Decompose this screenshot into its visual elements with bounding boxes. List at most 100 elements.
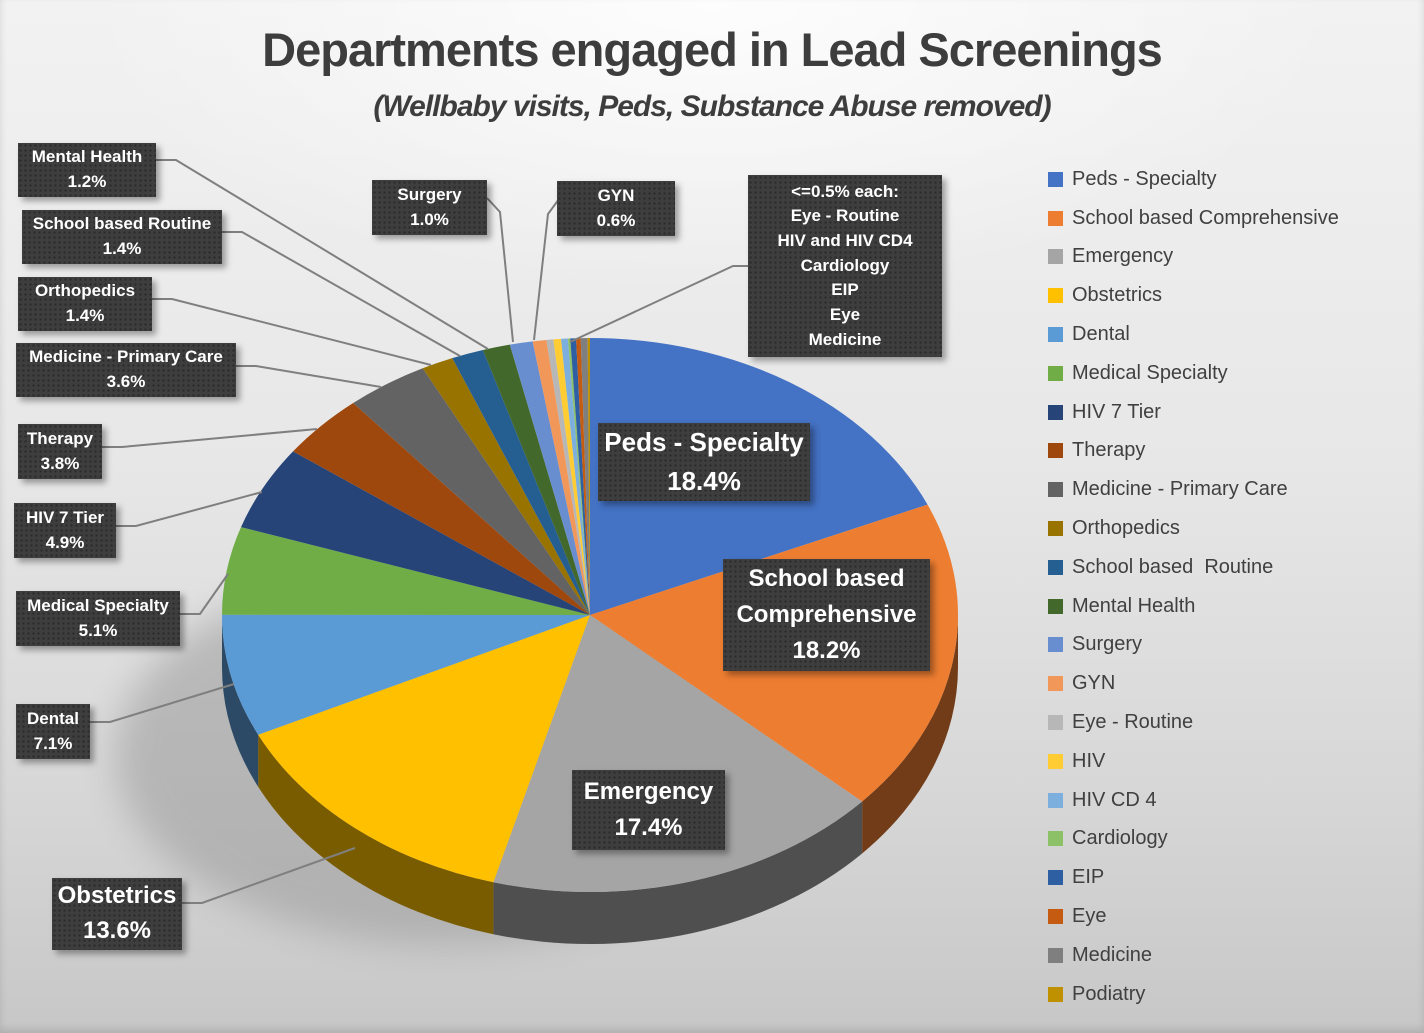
label-percent: 7.1%: [33, 733, 73, 753]
leader-line-therapy: [102, 428, 318, 448]
callout-gyn: GYN 0.6%: [557, 181, 675, 236]
legend-label: Podiatry: [1072, 982, 1146, 1005]
legend-label: School based Comprehensive: [1072, 206, 1339, 229]
slice-medicine: [580, 338, 590, 615]
legend-item-peds-specialty: Peds - Specialty: [1048, 160, 1408, 199]
label-text: Dental: [27, 708, 79, 728]
legend-item-orthopedics: Orthopedics: [1048, 509, 1408, 548]
label-text: Mental Health: [31, 147, 143, 167]
slice-school-based-routine: [452, 349, 590, 615]
callout-grouped-small-slices: <=0.5% each: Eye - Routine HIV and HIV CD4…: [748, 175, 942, 357]
label-percent: 3.6%: [106, 372, 146, 391]
legend-item-hiv-7-tier: HIV 7 Tier: [1048, 393, 1408, 432]
label-text: GYN: [597, 185, 635, 205]
slice-hiv: [553, 338, 590, 615]
callout-dental: Dental 7.1%: [16, 704, 90, 759]
label-percent: 4.9%: [45, 532, 85, 552]
legend-label: Surgery: [1072, 633, 1143, 656]
slice-surgery: [509, 341, 590, 615]
callout-orthopedics: Orthopedics 1.4%: [18, 277, 152, 331]
emergency-swatch-icon: [1048, 249, 1063, 265]
leader-line-grouped-small-slices: [569, 265, 748, 343]
legend-label: Orthopedics: [1072, 517, 1180, 540]
legend-item-gyn: GYN: [1048, 664, 1408, 703]
callout-medical-specialty: Medical Specialty 5.1%: [16, 591, 180, 646]
slice-hiv-cd-4: [561, 338, 590, 615]
grouped-callout-item: Medicine: [808, 329, 882, 349]
legend-label: Therapy: [1072, 439, 1146, 462]
callout-surgery: Surgery 1.0%: [372, 180, 487, 235]
chart-title: Departments engaged in Lead Screenings: [262, 23, 1163, 76]
label-text: School based Routine: [32, 214, 212, 234]
legend-label: Medical Specialty: [1072, 361, 1228, 384]
label-text: Medicine - Primary Care: [29, 347, 223, 367]
label-text: Therapy: [26, 428, 94, 448]
chart-legend: Peds - Specialty School based Comprehensi…: [1048, 160, 1408, 1014]
slice-eip: [570, 338, 590, 615]
label-percent: 5.1%: [78, 620, 118, 640]
legend-item-eye-routine: Eye - Routine: [1048, 703, 1408, 742]
slice-therapy: [293, 402, 590, 615]
label-text: Obstetrics: [57, 882, 177, 910]
legend-item-hiv: HIV: [1048, 742, 1408, 781]
data-label-school-based-comprehensive: School based Comprehensive 18.2%: [723, 559, 930, 671]
legend-label: Eye - Routine: [1072, 711, 1194, 734]
label-percent: 18.4%: [667, 466, 741, 496]
leader-line-gyn: [533, 198, 560, 341]
grouped-callout-item: Cardiology: [800, 255, 890, 275]
slice-medicine-primary-care: [353, 368, 590, 615]
legend-label: School based Routine: [1072, 555, 1274, 578]
label-text: HIV 7 Tier: [25, 507, 105, 527]
hiv-cd-4-swatch-icon: [1048, 792, 1063, 808]
legend-item-cardiology: Cardiology: [1048, 820, 1408, 859]
grouped-callout-item: HIV and HIV CD4: [777, 231, 913, 251]
legend-item-medical-specialty: Medical Specialty: [1048, 354, 1408, 393]
label-text: Surgery: [397, 184, 462, 204]
leader-line-medicine-primary-care: [236, 365, 382, 388]
legend-item-school-based-comprehensive: School based Comprehensive: [1048, 199, 1408, 238]
podiatry-swatch-icon: [1048, 986, 1063, 1002]
legend-label: Medicine - Primary Care: [1072, 478, 1288, 501]
callout-therapy: Therapy 3.8%: [18, 424, 102, 479]
grouped-callout-item: Eye - Routine: [790, 206, 900, 226]
slice-eye: [576, 338, 590, 615]
legend-label: HIV: [1072, 749, 1106, 772]
label-percent: 18.2%: [792, 637, 861, 664]
legend-item-obstetrics: Obstetrics: [1048, 276, 1408, 315]
medicine-primary-care-swatch-icon: [1048, 482, 1063, 498]
hiv-7-tier-swatch-icon: [1048, 404, 1063, 420]
slice-cardiology: [567, 338, 590, 615]
slice-dental: [222, 614, 590, 735]
peds-specialty-swatch-icon: [1048, 171, 1063, 187]
legend-item-medicine-primary-care: Medicine - Primary Care: [1048, 470, 1408, 509]
label-text: Emergency: [583, 778, 714, 805]
legend-item-medicine: Medicine: [1048, 936, 1408, 975]
gyn-swatch-icon: [1048, 676, 1063, 692]
label-text: Orthopedics: [34, 281, 136, 301]
legend-label: EIP: [1072, 866, 1105, 889]
slice-orthopedics: [422, 358, 590, 615]
slice-podiatry: [587, 338, 590, 615]
mental-health-swatch-icon: [1048, 598, 1063, 614]
chart-subtitle: (Wellbaby visits, Peds, Substance Abuse …: [373, 90, 1051, 123]
leader-line-school-based-routine: [222, 231, 461, 357]
eye-routine-swatch-icon: [1048, 715, 1063, 731]
therapy-swatch-icon: [1048, 443, 1063, 459]
slice-medical-specialty: [222, 527, 590, 615]
slice-mental-health: [482, 344, 590, 615]
school-based-routine-swatch-icon: [1048, 559, 1063, 575]
label-percent: 1.2%: [67, 172, 107, 191]
legend-label: HIV 7 Tier: [1072, 400, 1161, 423]
legend-label: HIV CD 4: [1072, 788, 1157, 811]
label-text: Medical Specialty: [27, 595, 169, 615]
legend-label: Dental: [1072, 323, 1130, 346]
slice-obstetrics: [258, 615, 590, 883]
label-percent: 1.4%: [102, 239, 142, 258]
orthopedics-swatch-icon: [1048, 521, 1063, 537]
legend-label: GYN: [1072, 672, 1116, 695]
slice-side-dental: [222, 615, 259, 787]
leader-line-hiv-7-tier: [116, 491, 263, 527]
medical-specialty-swatch-icon: [1048, 365, 1063, 381]
eye-swatch-icon: [1048, 909, 1063, 925]
